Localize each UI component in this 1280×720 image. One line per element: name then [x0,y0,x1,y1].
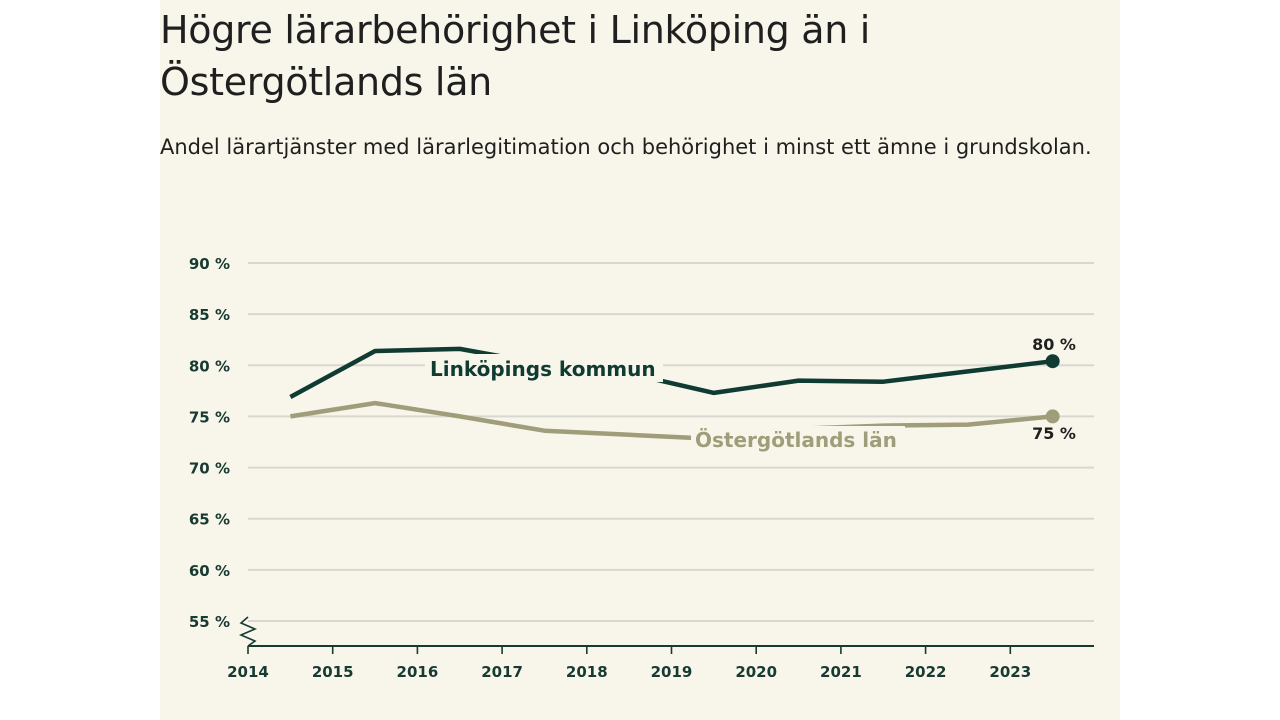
x-tick-label: 2014 [227,663,269,681]
series-line [289,346,1053,399]
y-tick-label: 55 % [189,613,230,631]
grid-lines [248,262,1094,622]
x-tick-label: 2018 [566,663,608,681]
axis-break-icon [238,616,258,647]
y-tick-label: 60 % [189,562,230,580]
end-value-label: 80 % [1032,335,1076,354]
series-label-mask [691,426,905,454]
y-tick-label: 80 % [189,357,230,375]
x-tick-label: 2015 [312,663,354,681]
series-lines [289,346,1060,442]
y-axis: 90 % 85 % 80 % 75 % 70 % 65 % 60 % 55 % [189,255,258,647]
y-tick-label: 65 % [189,511,230,529]
x-tick-label: 2019 [651,663,693,681]
series-line [290,400,1053,442]
y-tick-label: 85 % [189,306,230,324]
x-axis: 2014 2015 2016 2017 2018 2019 2020 2021 2022 2023 [227,645,1094,681]
chart-title: Högre lärarbehörighet i Linköping än i Ö… [160,8,871,104]
x-tick-label: 2017 [481,663,523,681]
series-label: Linköpings kommun [430,357,656,381]
series-label-mask [425,354,663,382]
y-tick-label: 70 % [189,460,230,478]
x-tick-label: 2020 [735,663,777,681]
x-tick-label: 2016 [397,663,439,681]
x-tick-label: 2022 [905,663,947,681]
y-tick-label: 75 % [189,408,230,426]
chart-subtitle: Andel lärartjänster med lärarlegitimatio… [160,135,1092,159]
end-value-label: 75 % [1032,424,1076,443]
series-end-marker [1045,354,1060,369]
series-labels: Linköpings kommun Östergötlands län 80 % 75… [425,335,1076,454]
series-end-marker [1045,409,1060,424]
x-tick-label: 2021 [820,663,862,681]
x-tick-label: 2023 [989,663,1031,681]
y-tick-label: 90 % [189,255,230,273]
series-label: Östergötlands län [695,428,897,452]
